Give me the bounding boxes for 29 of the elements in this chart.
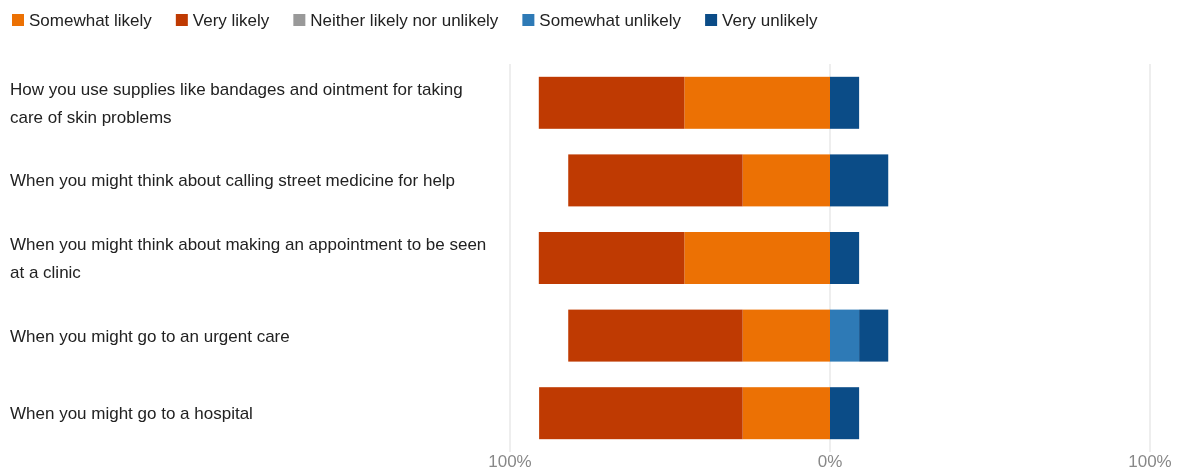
bar — [568, 309, 743, 362]
y-tick-label: When you might go to an urgent care — [10, 326, 290, 346]
bar — [859, 309, 889, 362]
y-tick-label: How you use supplies like bandages and ointment for taking care of skin problems — [10, 79, 463, 127]
bar — [830, 76, 860, 129]
bar — [568, 154, 743, 207]
bar — [742, 387, 830, 440]
legend-label: Somewhat unlikely — [539, 10, 682, 30]
bar — [830, 232, 860, 284]
legend-label: Very likely — [192, 10, 270, 30]
legend-label: Somewhat likely — [29, 10, 153, 30]
bar — [538, 76, 685, 129]
bar — [742, 154, 830, 207]
y-tick-label: When you might think about making an appointment to be seen at a clinic — [10, 234, 487, 282]
x-tick-label: 100% — [488, 452, 532, 471]
bar — [684, 232, 830, 284]
bar — [538, 232, 685, 284]
bar — [830, 309, 860, 362]
bar — [539, 387, 743, 440]
legend-label: Neither likely nor unlikely — [310, 10, 499, 30]
y-tick-label: When you might go to a hospital — [10, 403, 253, 423]
x-tick-label: 100% — [1128, 452, 1172, 471]
bar — [742, 309, 830, 362]
y-tick-label: When you might think about calling street medicine for help — [10, 170, 456, 190]
bar — [830, 387, 860, 440]
bar — [684, 76, 830, 129]
x-tick-label: 0% — [817, 452, 843, 471]
legend-label: Very unlikely — [722, 10, 819, 30]
bar — [830, 154, 889, 207]
